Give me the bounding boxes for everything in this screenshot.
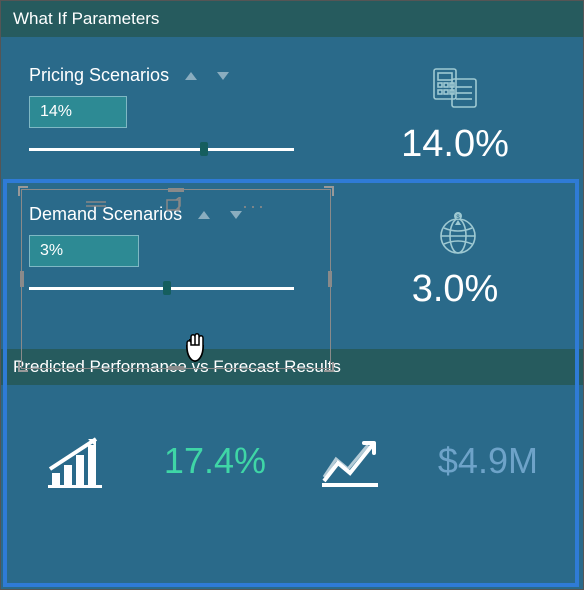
resize-handle-left[interactable]	[20, 271, 24, 287]
calculator-icon	[430, 65, 480, 111]
resize-corner-bl[interactable]	[18, 362, 28, 372]
result-percent: 17.4%	[164, 440, 266, 482]
pricing-value-input[interactable]: 14%	[29, 96, 127, 128]
pricing-row: Pricing Scenarios 14%	[1, 65, 583, 166]
result-amount: $4.9M	[438, 440, 538, 482]
pricing-display-pct: 14.0%	[401, 123, 509, 166]
pricing-slider[interactable]	[29, 148, 294, 151]
results-body: 17.4% $4.9M	[1, 385, 583, 541]
what-if-header: What If Parameters	[1, 1, 583, 37]
visual-toolbar: ···	[22, 194, 330, 218]
selection-frame-inner[interactable]: ···	[21, 189, 331, 369]
line-growth-icon	[320, 433, 384, 489]
focus-mode-icon[interactable]	[166, 197, 182, 216]
resize-handle-top[interactable]	[168, 188, 184, 192]
pricing-title: Pricing Scenarios	[29, 65, 169, 86]
resize-handle-right[interactable]	[328, 271, 332, 287]
drag-handle-icon[interactable]	[86, 197, 106, 215]
resize-corner-br[interactable]	[324, 362, 334, 372]
pricing-slider-thumb[interactable]	[200, 142, 208, 156]
more-options-icon[interactable]: ···	[242, 196, 266, 217]
bar-growth-icon	[46, 433, 110, 489]
pricing-up-arrow-icon[interactable]	[185, 72, 197, 80]
pricing-down-arrow-icon[interactable]	[217, 72, 229, 80]
demand-display-pct: 3.0%	[412, 268, 499, 311]
resize-handle-bottom[interactable]	[168, 366, 184, 370]
globe-icon: $	[430, 210, 480, 256]
